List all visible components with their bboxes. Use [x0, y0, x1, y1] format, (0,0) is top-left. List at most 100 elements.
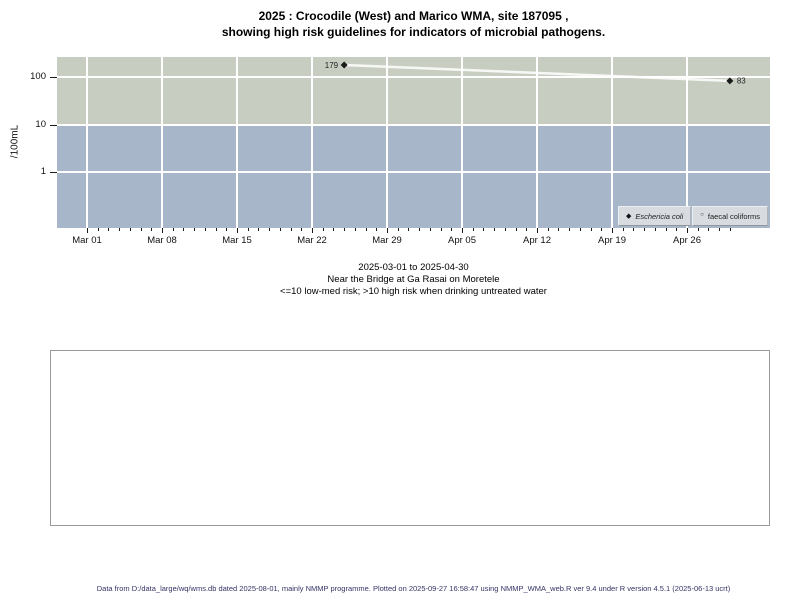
x-axis-tick: [87, 228, 88, 233]
x-axis-minor-tick: [344, 228, 346, 231]
x-axis-minor-tick: [708, 228, 710, 231]
y-axis-tick: [50, 77, 57, 78]
gridline-vertical: [686, 57, 688, 228]
x-axis-minor-tick: [172, 228, 174, 231]
x-axis-minor-tick: [697, 228, 699, 231]
subtitle-date-range: 2025-03-01 to 2025-04-30: [358, 262, 469, 273]
chart-title-line2: showing high risk guidelines for indicat…: [221, 25, 606, 39]
subtitle-site-description: Near the Bridge at Ga Rasai on Moretele: [327, 274, 500, 285]
x-axis-minor-tick: [194, 228, 196, 231]
x-axis-minor-tick: [247, 228, 249, 231]
x-axis-minor-tick: [279, 228, 281, 231]
empty-results-panel: [50, 350, 770, 526]
gridline-horizontal: [57, 76, 770, 78]
footer-note: Data from D:/data_large/wq/wms.db dated …: [96, 584, 731, 593]
open-circle-icon: ○: [700, 212, 704, 218]
x-axis-minor-tick: [301, 228, 303, 231]
x-axis-minor-tick: [322, 228, 324, 231]
x-axis-minor-tick: [719, 228, 721, 231]
x-axis-minor-tick: [290, 228, 292, 231]
x-axis-label: Apr 05: [448, 235, 476, 246]
gridline-horizontal: [57, 123, 770, 126]
x-axis-minor-tick: [622, 228, 624, 231]
x-axis-tick: [237, 228, 238, 233]
x-axis-minor-tick: [129, 228, 131, 231]
x-axis-minor-tick: [376, 228, 378, 231]
x-axis-minor-tick: [633, 228, 635, 231]
x-axis-tick: [687, 228, 688, 233]
gridline-vertical: [386, 57, 388, 228]
trend-line: [344, 63, 730, 83]
x-axis-minor-tick: [269, 228, 271, 231]
legend-item-ecoli: ◆ Eschericia coli: [617, 206, 692, 226]
gridline-vertical: [236, 57, 238, 228]
x-axis-minor-tick: [579, 228, 581, 231]
x-axis-minor-tick: [504, 228, 506, 231]
x-axis-minor-tick: [547, 228, 549, 231]
x-axis-minor-tick: [451, 228, 453, 231]
x-axis-tick: [312, 228, 313, 233]
x-axis-minor-tick: [569, 228, 571, 231]
x-axis-minor-tick: [226, 228, 228, 231]
x-axis-minor-tick: [644, 228, 646, 231]
x-axis-label: Mar 01: [72, 235, 102, 246]
x-axis-label: Mar 15: [222, 235, 252, 246]
subtitle-risk-note: <=10 low-med risk; >10 high risk when dr…: [280, 286, 547, 297]
gridline-vertical: [311, 57, 313, 228]
x-axis-minor-tick: [183, 228, 185, 231]
x-axis-minor-tick: [590, 228, 592, 231]
x-axis-minor-tick: [676, 228, 678, 231]
data-point: [726, 77, 734, 85]
x-axis-minor-tick: [204, 228, 206, 231]
x-axis-minor-tick: [140, 228, 142, 231]
gridline-vertical: [461, 57, 463, 228]
x-axis-minor-tick: [151, 228, 153, 231]
chart-legend: ◆ Eschericia coli ○ faecal coliforms: [617, 206, 768, 226]
x-axis-tick: [387, 228, 388, 233]
gridline-vertical: [611, 57, 613, 228]
x-axis-label: Mar 29: [372, 235, 402, 246]
x-axis-minor-tick: [119, 228, 121, 231]
chart-subtitle: 2025-03-01 to 2025-04-30 Near the Bridge…: [57, 262, 770, 298]
x-axis-minor-tick: [483, 228, 485, 231]
point-value-label: 179: [325, 61, 339, 70]
data-point: [340, 61, 348, 69]
x-axis-label: Mar 08: [147, 235, 177, 246]
chart-title: 2025 : Crocodile (West) and Marico WMA, …: [57, 8, 770, 40]
x-axis-tick: [537, 228, 538, 233]
x-axis-minor-tick: [494, 228, 496, 231]
chart-title-line1: 2025 : Crocodile (West) and Marico WMA, …: [258, 9, 569, 23]
x-axis-label: Apr 26: [673, 235, 701, 246]
y-axis-label: 10: [35, 118, 46, 130]
x-axis-minor-tick: [558, 228, 560, 231]
x-axis-minor-tick: [601, 228, 603, 231]
x-axis-minor-tick: [258, 228, 260, 231]
x-axis-minor-tick: [419, 228, 421, 231]
legend-label-faecal: faecal coliforms: [707, 211, 760, 221]
gridline-vertical: [86, 57, 88, 228]
x-axis-minor-tick: [108, 228, 110, 231]
x-axis-minor-tick: [215, 228, 217, 231]
point-value-label: 83: [737, 77, 746, 86]
x-axis-minor-tick: [365, 228, 367, 231]
x-axis-minor-tick: [526, 228, 528, 231]
gridline-horizontal: [57, 171, 770, 173]
gridline-vertical: [536, 57, 538, 228]
x-axis-tick: [612, 228, 613, 233]
y-axis-label: 100: [30, 71, 46, 82]
legend-label-ecoli: Eschericia coli: [635, 211, 684, 221]
x-axis-tick: [462, 228, 463, 233]
x-axis-minor-tick: [333, 228, 335, 231]
x-axis-minor-tick: [429, 228, 431, 231]
y-axis-tick: [50, 172, 57, 173]
x-axis-minor-tick: [654, 228, 656, 231]
x-axis-minor-tick: [515, 228, 517, 231]
gridline-vertical: [161, 57, 163, 228]
x-axis-minor-tick: [408, 228, 410, 231]
x-axis-minor-tick: [472, 228, 474, 231]
x-axis-tick: [162, 228, 163, 233]
x-axis-label: Mar 22: [297, 235, 327, 246]
filled-diamond-icon: ◆: [625, 212, 632, 220]
x-axis-minor-tick: [354, 228, 356, 231]
x-axis-label: Apr 19: [598, 235, 626, 246]
